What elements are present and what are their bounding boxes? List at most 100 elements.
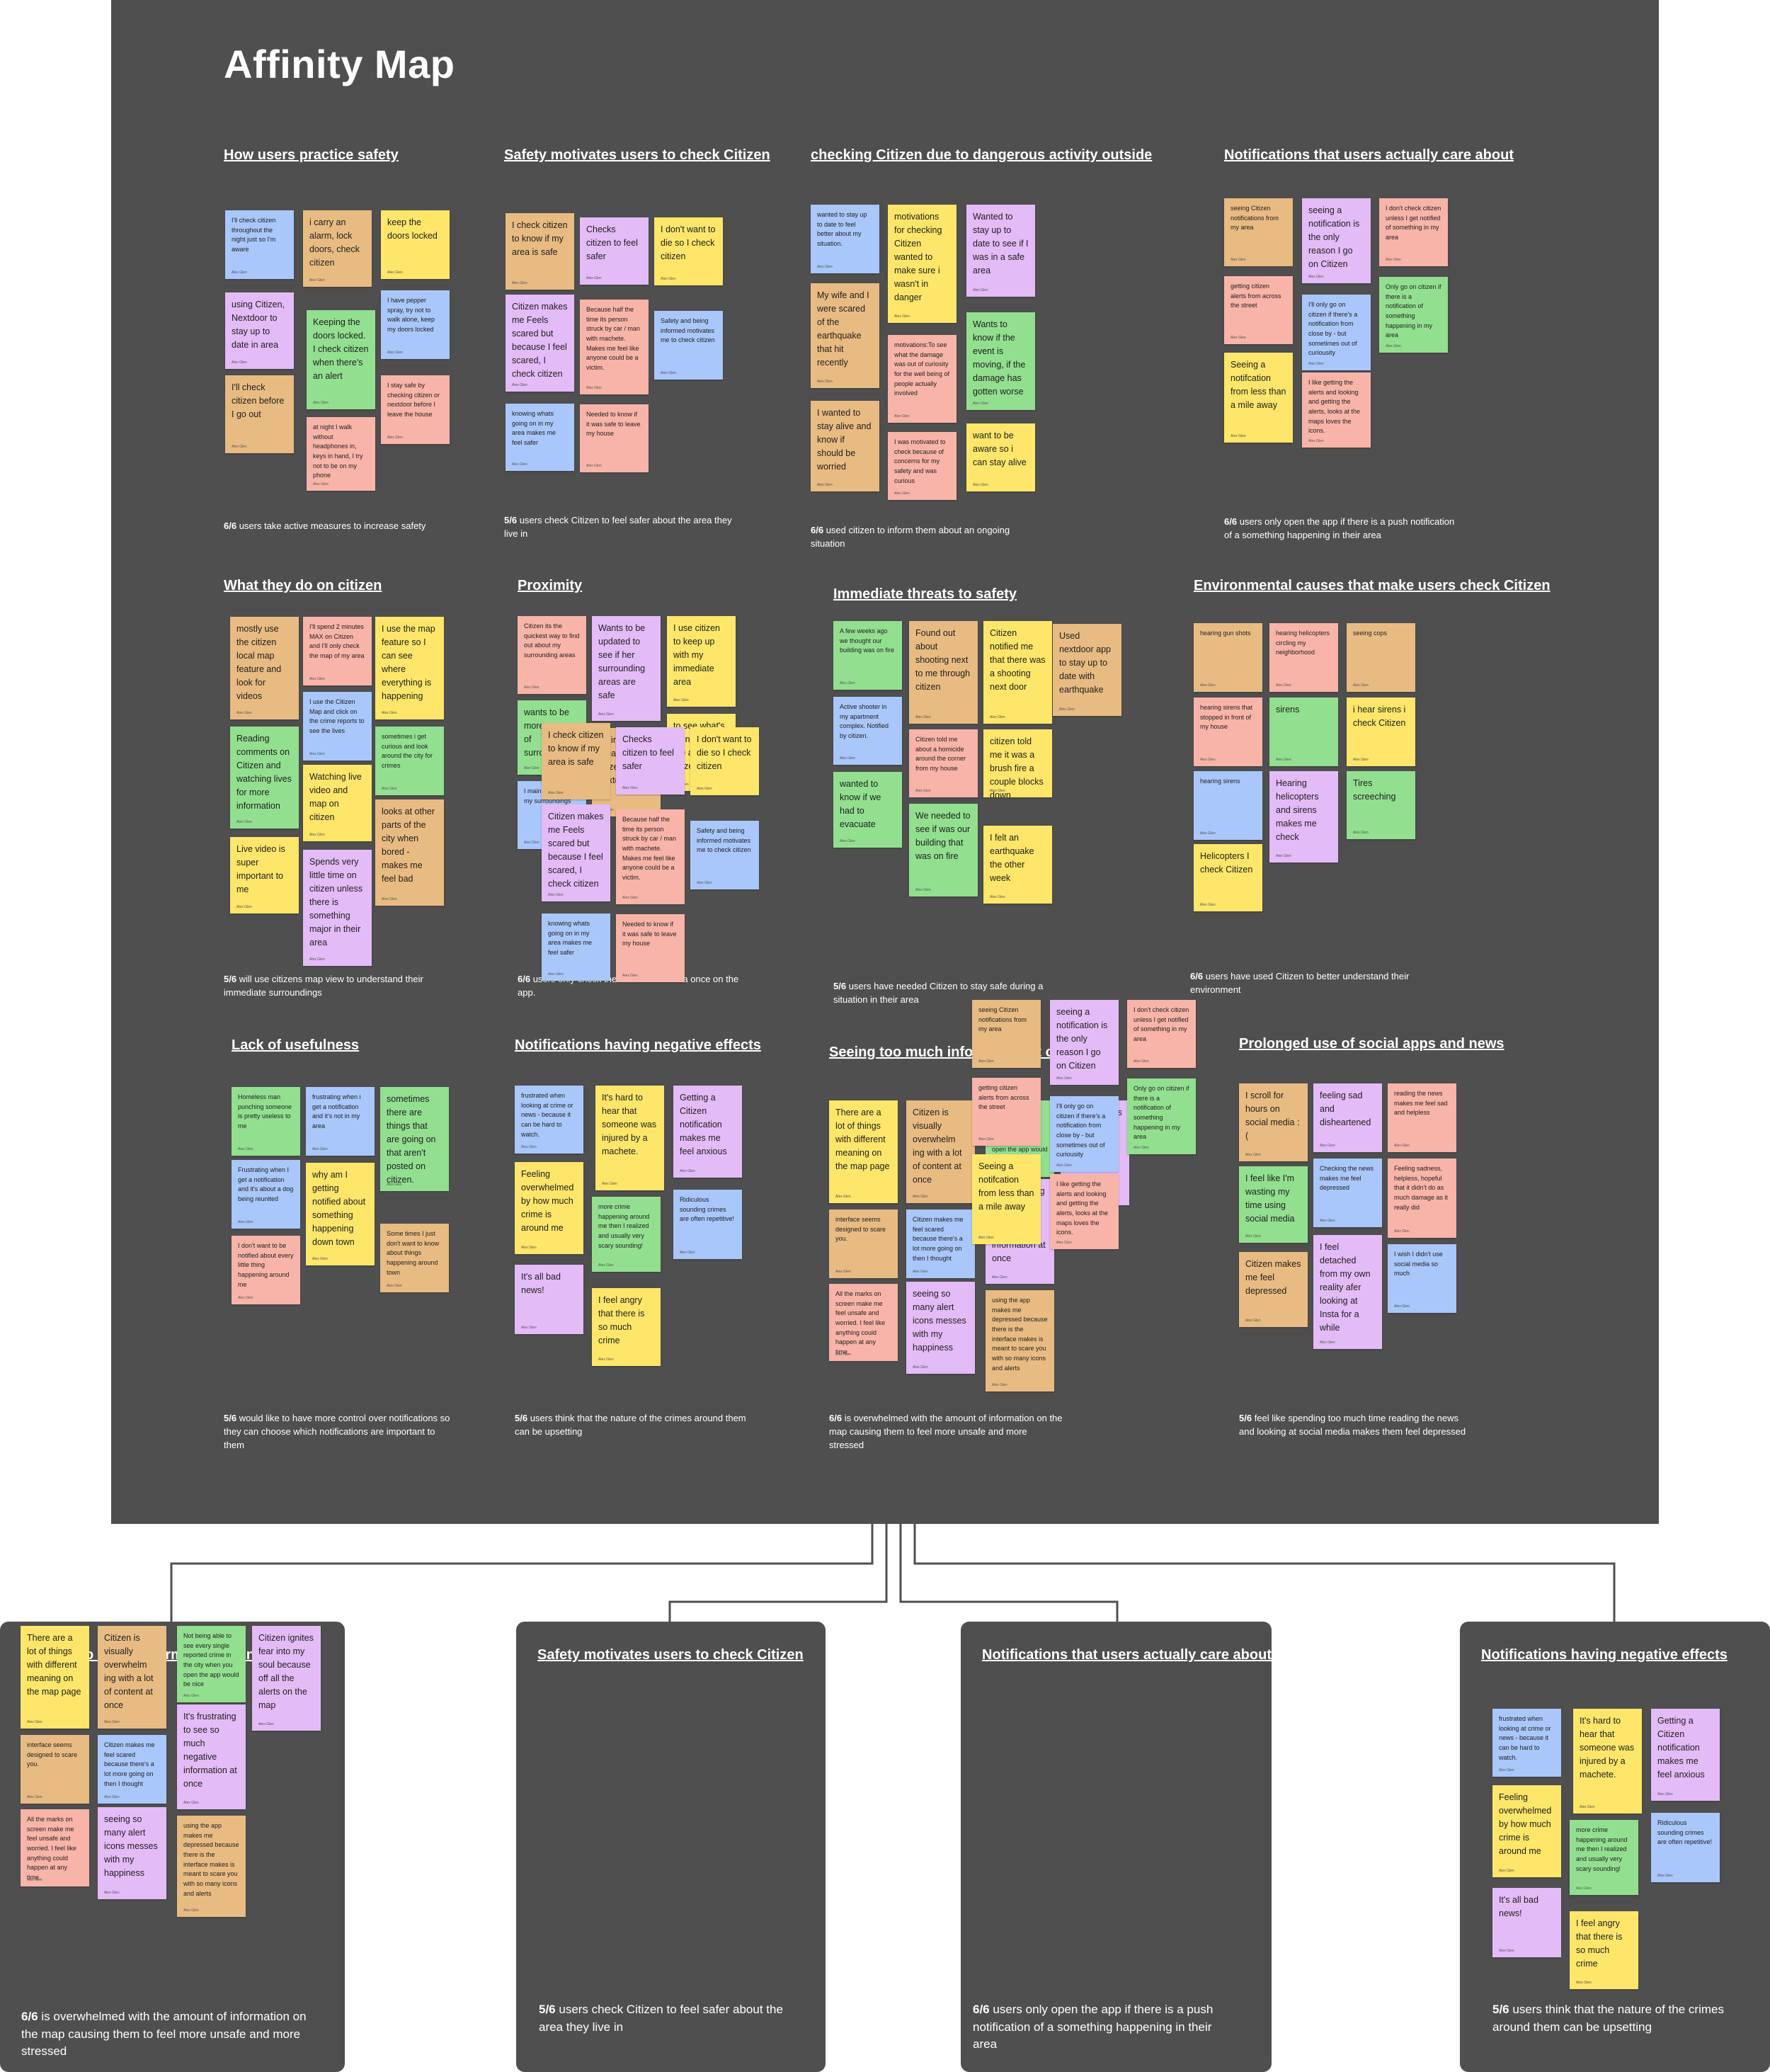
sticky-note[interactable]: Seeing a notifcation from less than a mi…: [972, 1154, 1041, 1244]
sticky-note[interactable]: i carry an alarm, lock doors, check citi…: [303, 210, 372, 287]
sticky-note[interactable]: Found out about shooting next to me thro…: [909, 621, 978, 724]
sticky-note[interactable]: why am I getting notified about somethin…: [306, 1163, 375, 1265]
sticky-note[interactable]: I was motivated to check because of conc…: [888, 432, 957, 500]
sticky-note[interactable]: Citizen makes me feel depressed Alex Glen: [1239, 1252, 1308, 1327]
sticky-note[interactable]: interface seems designed to scare you. Al…: [829, 1209, 898, 1278]
sticky-note[interactable]: hearing helicopters circling my neighbor…: [1269, 623, 1338, 692]
sticky-note[interactable]: Because half the time its person struck …: [616, 809, 685, 904]
sticky-note[interactable]: I use the map feature so I can see where…: [375, 617, 444, 719]
sticky-note[interactable]: Live video is super important to me Alex …: [230, 837, 299, 913]
sticky-note[interactable]: seeing Citizen notifications from my are…: [1224, 198, 1293, 266]
sticky-note[interactable]: Citizen notified me that there was a sho…: [983, 621, 1052, 724]
sticky-note[interactable]: i hear sirens i check Citizen Alex Glen: [1347, 698, 1415, 766]
sticky-note[interactable]: Safety and being informed motivates me t…: [654, 311, 723, 380]
sticky-note[interactable]: Hearing helicopters and sirens makes me …: [1269, 771, 1338, 863]
sticky-note[interactable]: I use citizen to keep up with my immedia…: [667, 616, 736, 707]
sticky-note[interactable]: looks at other parts of the city when bo…: [375, 799, 444, 906]
sticky-note[interactable]: I stay safe by checking citizen or nextd…: [381, 375, 450, 444]
sticky-note[interactable]: mostly use the citizen local map feature…: [230, 617, 299, 719]
sticky-note[interactable]: Frustrating when I get a notification an…: [232, 1160, 300, 1229]
sticky-note[interactable]: Homeless man punching someone is pretty …: [232, 1087, 300, 1156]
sticky-note[interactable]: interface seems designed to scare you. Al…: [21, 1735, 89, 1804]
sticky-note[interactable]: Getting a Citizen notification makes me …: [1651, 1709, 1720, 1801]
sticky-note[interactable]: Citizen makes me feel scared because the…: [906, 1209, 975, 1278]
sticky-note[interactable]: Helicopters I check Citizen Alex Glen: [1194, 844, 1262, 911]
sticky-note[interactable]: getting citizen alerts from across the s…: [972, 1078, 1041, 1146]
sticky-note[interactable]: I don't want to be notified about every …: [232, 1236, 300, 1304]
sticky-note[interactable]: sometimes i get curious and look around …: [375, 727, 444, 795]
sticky-note[interactable]: Seeing a notifcation from less than a mi…: [1224, 353, 1293, 443]
sticky-note[interactable]: Citizen told me about a homicide around …: [909, 729, 978, 797]
sticky-note[interactable]: wanted to know if we had to evacuate Alex…: [833, 772, 902, 848]
sticky-note[interactable]: I scroll for hours on social media : (Al…: [1239, 1083, 1308, 1161]
sticky-note[interactable]: I'll check citizen before I go out Alex G…: [225, 375, 294, 453]
sticky-note[interactable]: Needed to know if it was safe to leave m…: [616, 914, 685, 982]
sticky-note[interactable]: I have pepper spray, try not to walk alo…: [381, 290, 450, 359]
sticky-note[interactable]: I feel angry that there is so much crime…: [1570, 1911, 1638, 1989]
sticky-note[interactable]: Only go on citizen if there is a notific…: [1127, 1078, 1196, 1154]
sticky-note[interactable]: seeing a notification is the only reason…: [1302, 198, 1371, 283]
sticky-note[interactable]: want to be aware so i can stay alive Alex…: [966, 423, 1035, 491]
sticky-note[interactable]: I check citizen to know if my area is sa…: [506, 213, 574, 290]
sticky-note[interactable]: Checks citizen to feel safer Alex Glen: [616, 727, 685, 795]
sticky-note[interactable]: Wanted to stay up to date to see if I wa…: [966, 205, 1035, 297]
sticky-note[interactable]: knowing whats going on in my area makes …: [506, 404, 574, 471]
sticky-note[interactable]: feeling sad and disheartened Alex Glen: [1313, 1083, 1382, 1152]
sticky-note[interactable]: Watching live video and map on citizen Al…: [303, 765, 372, 841]
sticky-note[interactable]: seeing a notification is the only reason…: [1050, 1000, 1119, 1085]
sticky-note[interactable]: It's hard to hear that someone was injur…: [1573, 1709, 1642, 1814]
sticky-note[interactable]: It's all bad news! Alex Glen: [1492, 1888, 1561, 1957]
sticky-note[interactable]: hearing sirens that stopped in front of …: [1194, 698, 1262, 766]
sticky-note[interactable]: Getting a Citizen notification makes me …: [673, 1086, 742, 1178]
sticky-note[interactable]: more crime happening around me then I re…: [592, 1197, 661, 1272]
sticky-note[interactable]: Safety and being informed motivates me t…: [690, 821, 759, 889]
sticky-note[interactable]: reading the news makes me feel sad and h…: [1388, 1083, 1456, 1152]
sticky-note[interactable]: Reading comments on Citizen and watching…: [230, 727, 299, 829]
sticky-note[interactable]: Citizen ignites fear into my soul becaus…: [252, 1626, 321, 1731]
sticky-note[interactable]: sirens Alex Glen: [1269, 698, 1338, 766]
sticky-note[interactable]: motivations for checking Citizen wanted …: [888, 205, 957, 323]
sticky-note[interactable]: wanted to stay up to date to feel better…: [811, 205, 879, 273]
sticky-note[interactable]: Ridiculous sounding crimes are often rep…: [673, 1190, 742, 1259]
sticky-note[interactable]: using Citizen, Nextdoor to stay up to da…: [225, 292, 294, 369]
sticky-note[interactable]: It's all bad news! Alex Glen: [515, 1265, 583, 1334]
sticky-note[interactable]: I feel detached from my own reality afer…: [1313, 1235, 1382, 1349]
sticky-note[interactable]: seeing so many alert icons messes with m…: [906, 1282, 975, 1374]
sticky-note[interactable]: I'll only go on citizen if there's a not…: [1050, 1096, 1119, 1172]
sticky-note[interactable]: using the app makes me depressed because…: [986, 1290, 1054, 1391]
sticky-note[interactable]: Citizen is visually overwhelm ing with a…: [98, 1626, 166, 1729]
sticky-note[interactable]: Checks citizen to feel safer Alex Glen: [580, 217, 649, 285]
sticky-note[interactable]: seeing Citizen notifications from my are…: [972, 1000, 1041, 1068]
sticky-note[interactable]: hearing sirens Alex Glen: [1194, 771, 1262, 840]
sticky-note[interactable]: hearing gun shots Alex Glen: [1194, 623, 1262, 692]
sticky-note[interactable]: motivations:To see what the damage was o…: [888, 335, 957, 423]
sticky-note[interactable]: I'll check citizen throughout the night …: [225, 210, 294, 279]
sticky-note[interactable]: I don't check citizen unless I get notif…: [1379, 198, 1448, 266]
sticky-note[interactable]: Feeling overwhelmed by how much crime is…: [1492, 1785, 1561, 1877]
sticky-note[interactable]: seeing cops Alex Glen: [1347, 623, 1415, 692]
sticky-note[interactable]: Only go on citizen if there is a notific…: [1379, 277, 1448, 353]
sticky-note[interactable]: Active shooter in my apartment complex. …: [833, 697, 902, 765]
sticky-note[interactable]: There are a lot of things with different…: [21, 1626, 89, 1729]
sticky-note[interactable]: Keeping the doors locked. I check citize…: [307, 310, 375, 409]
sticky-note[interactable]: Some times I just don't want to know abo…: [380, 1224, 449, 1292]
sticky-note[interactable]: All the marks on screen make me feel uns…: [829, 1284, 898, 1361]
sticky-note[interactable]: Feeling overwhelmed by how much crime is…: [515, 1162, 583, 1254]
sticky-note[interactable]: Wants to know if the event is moving, if…: [966, 312, 1035, 410]
sticky-note[interactable]: Citizen its the quickest way to find out…: [518, 616, 586, 694]
sticky-note[interactable]: I don't want to die so I check citizen Al…: [654, 217, 723, 285]
sticky-note[interactable]: Citizen makes me feel scared because the…: [98, 1735, 166, 1804]
sticky-note[interactable]: I feel angry that there is so much crime…: [592, 1288, 661, 1366]
sticky-note[interactable]: I feel like I'm wasting my time using so…: [1239, 1166, 1308, 1243]
sticky-note[interactable]: I like getting the alerts and looking an…: [1302, 372, 1371, 448]
sticky-note[interactable]: Citizen is visually overwhelm ing with a…: [906, 1100, 975, 1203]
sticky-note[interactable]: Because half the time its person struck …: [580, 300, 649, 394]
sticky-note[interactable]: Citizen makes me Feels scared but becaus…: [506, 295, 574, 392]
sticky-note[interactable]: frustrating when i get a notification an…: [306, 1087, 375, 1156]
sticky-note[interactable]: I wish I didn't use social media so much…: [1388, 1244, 1456, 1313]
sticky-note[interactable]: using the app makes me depressed because…: [177, 1816, 246, 1917]
sticky-note[interactable]: I check citizen to know if my area is sa…: [542, 723, 610, 799]
sticky-note[interactable]: frustrated when looking at crime or news…: [515, 1086, 583, 1154]
sticky-note[interactable]: Not being able to see every single repor…: [177, 1626, 246, 1702]
sticky-note[interactable]: Needed to know if it was safe to leave m…: [580, 404, 649, 472]
